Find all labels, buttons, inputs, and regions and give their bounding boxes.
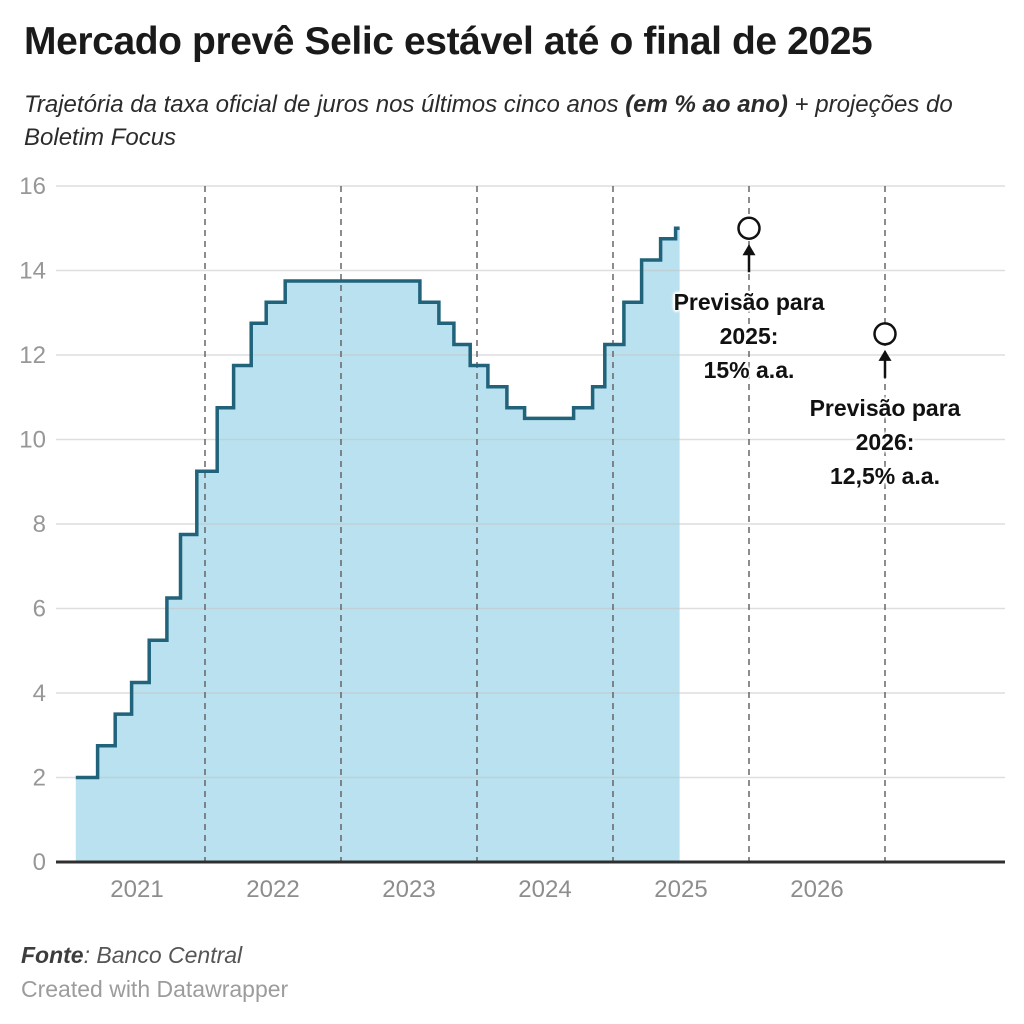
x-axis-tick-label-2026: 2026 xyxy=(790,876,843,903)
source-label: Fonte xyxy=(21,942,84,968)
y-axis-tick-label-16: 16 xyxy=(19,173,46,200)
chart-title: Mercado prevê Selic estável até o final … xyxy=(24,20,873,63)
x-axis-tick-label-2022: 2022 xyxy=(246,876,299,903)
source-name: Banco Central xyxy=(96,942,243,968)
source-separator: : xyxy=(83,942,97,968)
y-axis-tick-label-10: 10 xyxy=(19,427,46,454)
y-axis-tick-label-12: 12 xyxy=(19,342,46,369)
x-axis-tick-label-2024: 2024 xyxy=(518,876,571,903)
projection-2026-line2: 2026: xyxy=(855,428,915,455)
subtitle-tail: + projeções do Boletim Focus xyxy=(24,91,953,151)
projection-2025-line1: Previsão para xyxy=(673,289,825,316)
chart-subtitle: Trajetória da taxa oficial de juros nos … xyxy=(24,88,954,154)
projection-point-circle-1 xyxy=(873,322,897,346)
x-axis-tick-label-2025: 2025 xyxy=(654,876,707,903)
x-axis-tick-label-2021: 2021 xyxy=(110,876,163,903)
projection-arrow-up-icon-1 xyxy=(878,349,892,361)
projection-point-circle-0 xyxy=(737,216,761,240)
subtitle-unit-bold: (em % ao ano) xyxy=(625,91,788,118)
x-axis-tick-label-2023: 2023 xyxy=(382,876,435,903)
y-axis-tick-label-6: 6 xyxy=(33,596,46,623)
y-axis-tick-label-2: 2 xyxy=(33,765,46,792)
projection-2025-label: Previsão para 2025: 15% a.a. xyxy=(674,285,825,387)
selic-area-fill xyxy=(75,228,680,862)
source-line: Fonte: Banco Central xyxy=(21,942,242,969)
datawrapper-credit: Created with Datawrapper xyxy=(21,976,289,1002)
projection-2025-line2: 2025: xyxy=(719,323,779,350)
projection-2026-line3: 12,5% a.a. xyxy=(830,462,940,489)
y-axis-tick-label-8: 8 xyxy=(33,511,46,538)
projection-arrow-up-icon-0 xyxy=(742,244,756,256)
y-axis-tick-label-4: 4 xyxy=(33,680,46,707)
y-axis-tick-label-0: 0 xyxy=(33,849,46,876)
subtitle-text: Trajetória da taxa oficial de juros nos … xyxy=(24,91,626,118)
projection-2026-label: Previsão para 2026: 12,5% a.a. xyxy=(810,391,961,493)
projection-2025-line3: 15% a.a. xyxy=(703,357,795,384)
projection-2026-line1: Previsão para xyxy=(809,394,961,421)
selic-step-line xyxy=(75,226,680,780)
y-axis-tick-label-14: 14 xyxy=(19,258,46,285)
